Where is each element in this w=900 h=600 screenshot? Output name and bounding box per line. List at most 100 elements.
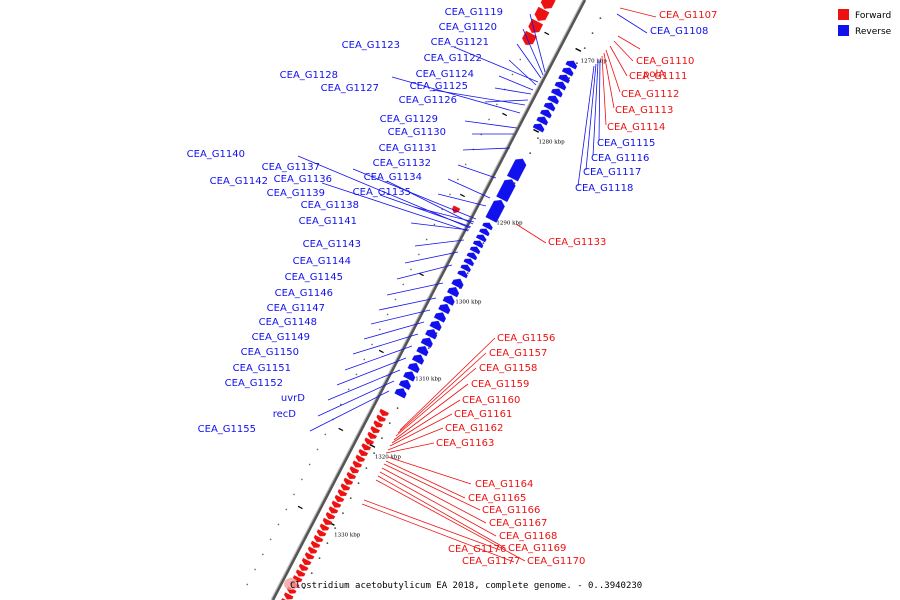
- reverse-gene-label: CEA_G1134: [364, 172, 422, 183]
- reverse-leader-line: [414, 239, 465, 247]
- forward-gene-arrow: [304, 552, 315, 560]
- forward-gene-arrow: [361, 443, 372, 451]
- forward-gene-arrow: [334, 494, 345, 502]
- forward-gene-label: CEA_G1112: [621, 89, 679, 100]
- forward-gene-arrow: [376, 414, 386, 422]
- reverse-leader-line: [484, 99, 529, 103]
- scale-tick-mark: [533, 128, 540, 133]
- forward-gene-arrow: [301, 557, 312, 566]
- reverse-gene-label: CEA_G1126: [399, 95, 457, 106]
- reverse-leader-line: [386, 282, 444, 296]
- minor-tick-dot: [357, 482, 360, 485]
- reverse-leader-line: [404, 251, 459, 264]
- reverse-gene-arrow: [429, 320, 442, 332]
- forward-gene-label: CEA_G1159: [471, 379, 529, 390]
- scale-tick-mark: [297, 505, 303, 510]
- forward-gene-arrow: [379, 408, 389, 416]
- reverse-leader-line: [391, 76, 521, 114]
- forward-leader-line: [515, 223, 547, 244]
- forward-leader-line: [393, 383, 469, 441]
- reverse-gene-label: CEA_G1142: [210, 176, 268, 187]
- forward-gene-arrow: [331, 500, 342, 508]
- reverse-leader-line: [317, 380, 395, 417]
- forward-gene-label: CEA_G1156: [497, 333, 555, 344]
- reverse-gene-label: recD: [273, 409, 297, 420]
- forward-gene-label: CEA_G1165: [468, 493, 526, 504]
- minor-tick-dot: [583, 47, 586, 50]
- forward-gene-label: CEA_G1177: [462, 556, 520, 567]
- forward-leader-line: [619, 7, 657, 18]
- forward-gene-label: CEA_G1161: [454, 409, 512, 420]
- scale-tick-label: 1300 kbp: [455, 299, 482, 305]
- forward-gene-label: CEA_G1170: [527, 556, 585, 567]
- forward-leader-line: [397, 352, 487, 434]
- reverse-gene-arrow: [416, 346, 429, 357]
- reverse-gene-label: CEA_G1132: [373, 158, 431, 169]
- minor-tick-dot: [254, 568, 256, 571]
- scale-tick-mark: [418, 272, 424, 277]
- reverse-leader-line: [396, 264, 453, 280]
- scale-tick-mark: [460, 193, 466, 198]
- minor-tick-dot: [511, 73, 514, 76]
- reverse-gene-arrow: [536, 116, 549, 126]
- reverse-leader-line: [598, 59, 601, 142]
- minor-tick-dot: [488, 118, 490, 121]
- minor-tick-dot: [381, 437, 383, 440]
- reverse-leader-line: [344, 345, 413, 371]
- scale-tick-mark: [378, 349, 384, 354]
- minor-tick-dot: [334, 527, 337, 530]
- minor-tick-dot: [433, 223, 436, 226]
- minor-tick-dot: [293, 493, 295, 496]
- minor-tick-dot: [402, 283, 405, 286]
- reverse-gene-arrow: [442, 295, 455, 306]
- reverse-gene-arrow: [420, 337, 433, 348]
- legend-forward-swatch: [838, 9, 849, 20]
- scale-tick-mark: [502, 112, 508, 117]
- scale-tick-label: 1310 kbp: [415, 376, 442, 382]
- forward-gene-label: CEA_G1167: [489, 518, 547, 529]
- minor-tick-dot: [363, 358, 366, 361]
- minor-tick-dot: [246, 583, 249, 586]
- gene-features: [281, 0, 578, 600]
- forward-gene-arrow: [352, 460, 363, 468]
- reverse-gene-arrow: [438, 303, 451, 315]
- reverse-gene-arrow: [482, 222, 493, 231]
- reverse-gene-arrow: [558, 74, 570, 84]
- forward-gene-arrow: [370, 425, 381, 434]
- forward-gene-label: CEA_G1157: [489, 348, 547, 359]
- forward-gene-label: CEA_G1158: [479, 363, 537, 374]
- forward-gene-arrow: [540, 0, 556, 9]
- reverse-gene-label: CEA_G1130: [388, 127, 446, 138]
- reverse-gene-arrow: [457, 270, 468, 279]
- reverse-leader-line: [577, 65, 595, 187]
- forward-leader-line: [617, 35, 641, 50]
- forward-gene-arrow: [337, 489, 348, 497]
- forward-leader-line: [603, 52, 615, 109]
- forward-gene-arrow: [528, 18, 544, 33]
- gene-labels: CEA_G1119 CEA_G1120 CEA_G1121 CEA_G1123 CEA_…: [187, 7, 718, 567]
- reverse-gene-arrow: [394, 388, 407, 399]
- reverse-leader-line: [498, 75, 534, 91]
- forward-leader-line: [399, 337, 496, 431]
- reverse-leader-line: [616, 13, 648, 34]
- reverse-gene-label: CEA_G1122: [424, 53, 482, 64]
- reverse-gene-label: CEA_G1141: [299, 216, 357, 227]
- reverse-leader-line: [413, 206, 475, 223]
- minor-tick-dot: [303, 587, 305, 590]
- reverse-gene-label: CEA_G1121: [431, 37, 489, 48]
- forward-gene-arrow: [373, 420, 383, 428]
- forward-gene-label: CEA_G1166: [482, 505, 540, 516]
- reverse-leader-line: [327, 369, 401, 401]
- minor-tick-dot: [427, 347, 430, 350]
- forward-gene-arrow: [343, 477, 354, 485]
- forward-leader-line: [385, 442, 435, 454]
- minor-tick-dot: [355, 373, 358, 376]
- scale-tick-mark: [544, 31, 550, 36]
- forward-leader-line: [385, 460, 466, 499]
- forward-gene-label: CEA_G1168: [499, 531, 557, 542]
- reverse-leader-line: [592, 61, 599, 157]
- reverse-leader-line: [352, 333, 419, 355]
- reverse-leader-line: [437, 193, 487, 207]
- minor-tick-dot: [324, 433, 327, 436]
- reverse-gene-arrow: [398, 379, 411, 391]
